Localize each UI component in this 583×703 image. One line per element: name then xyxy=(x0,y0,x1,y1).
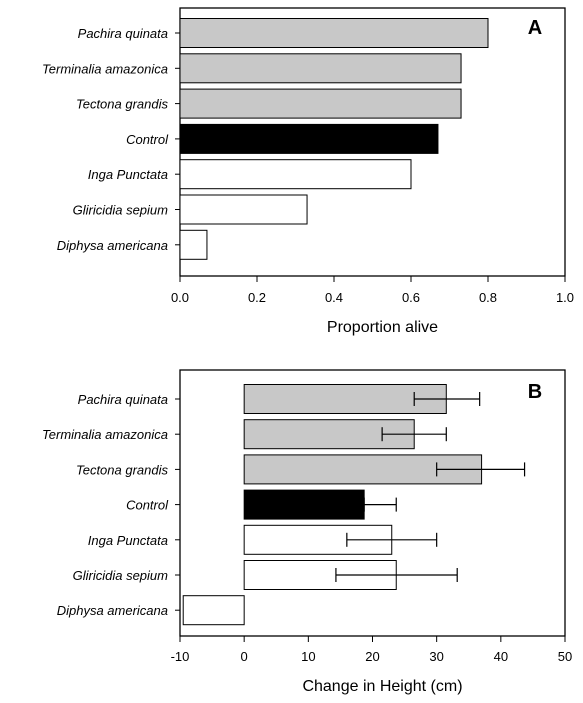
x-axis-label: Change in Height (cm) xyxy=(302,678,462,695)
category-label: Tectona grandis xyxy=(76,462,169,477)
bar xyxy=(180,124,438,153)
panel-a-chart: Pachira quinata Terminalia amazonica Tecto… xyxy=(42,8,574,336)
x-tick-label: 30 xyxy=(429,649,443,664)
bar xyxy=(180,19,488,48)
category-label: Diphysa americana xyxy=(57,603,168,618)
x-tick-label: 50 xyxy=(558,649,572,664)
category-label: Terminalia amazonica xyxy=(42,61,168,76)
bar xyxy=(180,160,411,189)
x-tick-label: -10 xyxy=(171,649,190,664)
category-label: Gliricidia sepium xyxy=(73,568,169,583)
x-tick-label: 1.0 xyxy=(556,290,574,305)
x-axis-label: Proportion alive xyxy=(327,319,438,336)
x-tick-label: 0.6 xyxy=(402,290,420,305)
x-tick-label: 0.4 xyxy=(325,290,343,305)
x-tick-label: 40 xyxy=(494,649,508,664)
panel-label: A xyxy=(528,17,542,39)
x-tick-label: 0.8 xyxy=(479,290,497,305)
bar xyxy=(180,195,307,224)
category-label: Inga Punctata xyxy=(88,167,168,182)
x-tick-label: 10 xyxy=(301,649,315,664)
x-tick-label: 0 xyxy=(241,649,248,664)
bar xyxy=(180,54,461,83)
x-tick-label: 0.2 xyxy=(248,290,266,305)
category-label: Pachira quinata xyxy=(78,26,168,41)
x-tick-label: 20 xyxy=(365,649,379,664)
category-label: Diphysa americana xyxy=(57,238,168,253)
bar xyxy=(180,89,461,118)
bar xyxy=(180,230,207,259)
bar xyxy=(183,596,244,625)
x-tick-label: 0.0 xyxy=(171,290,189,305)
panel-b-chart: Pachira quinata Terminalia amazonica Tecto… xyxy=(42,370,572,695)
category-label: Control xyxy=(126,132,169,147)
panel-label: B xyxy=(528,381,542,403)
category-label: Control xyxy=(126,498,169,513)
category-label: Inga Punctata xyxy=(88,533,168,548)
bar xyxy=(244,490,364,519)
category-label: Terminalia amazonica xyxy=(42,427,168,442)
category-label: Pachira quinata xyxy=(78,392,168,407)
category-label: Tectona grandis xyxy=(76,97,169,112)
category-label: Gliricidia sepium xyxy=(73,203,169,218)
